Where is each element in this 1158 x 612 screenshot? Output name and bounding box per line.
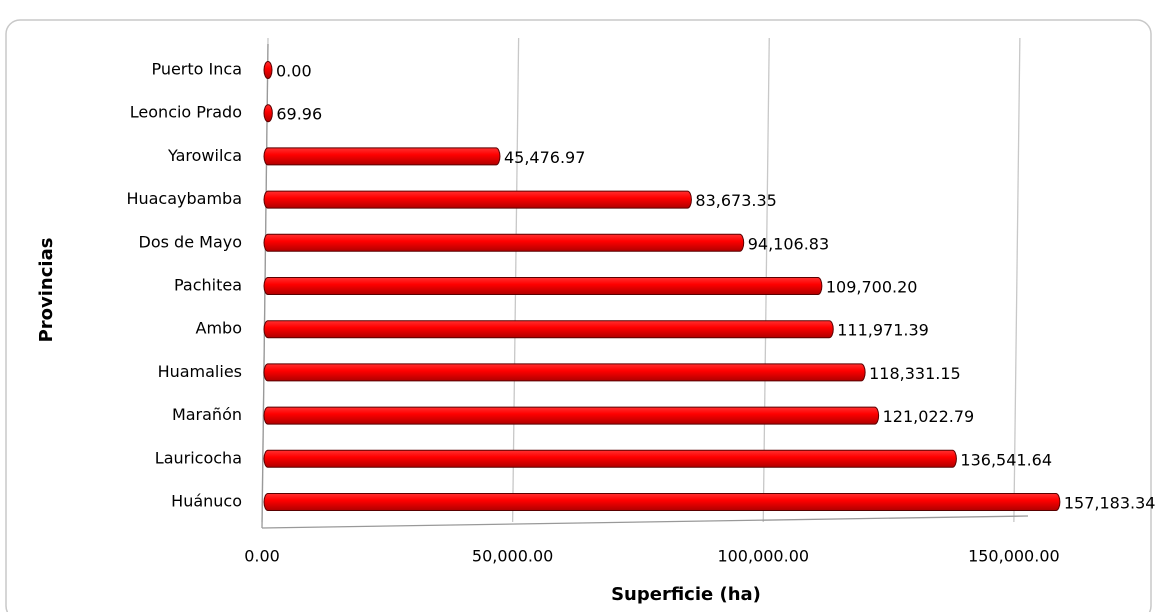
data-label: 157,183.34 <box>1064 494 1156 513</box>
bar <box>263 449 957 468</box>
y-tick-label: Yarowilca <box>167 146 242 165</box>
x-tick-label: 100,000.00 <box>717 547 809 566</box>
bar <box>263 190 692 209</box>
data-label: 0.00 <box>276 62 312 81</box>
y-tick-label: Huacaybamba <box>126 189 242 208</box>
bar <box>263 277 823 295</box>
y-tick-label: Puerto Inca <box>151 60 242 79</box>
x-tick-label: 50,000.00 <box>472 547 553 566</box>
bar <box>263 320 834 339</box>
x-tick-label: 150,000.00 <box>968 547 1060 566</box>
bar <box>263 60 273 80</box>
y-tick-label: Dos de Mayo <box>139 232 242 251</box>
bar <box>263 233 745 252</box>
bar <box>263 363 866 382</box>
x-axis-line <box>261 515 1029 529</box>
grid-line <box>1013 37 1021 523</box>
y-axis-title: Provincias <box>36 238 57 343</box>
y-tick-label: Huánuco <box>171 492 242 511</box>
bar <box>263 104 273 123</box>
data-label: 109,700.20 <box>826 278 918 297</box>
y-tick-label: Ambo <box>196 319 242 338</box>
bar <box>263 406 880 425</box>
y-tick-label: Lauricocha <box>155 448 242 467</box>
data-label: 136,541.64 <box>960 450 1052 469</box>
data-label: 121,022.79 <box>883 407 975 426</box>
data-label: 118,331.15 <box>869 364 961 383</box>
x-axis-title: Superficie (ha) <box>611 584 761 605</box>
y-tick-label: Huamalies <box>158 362 242 381</box>
y-tick-label: Pachitea <box>174 276 242 295</box>
data-label: 69.96 <box>276 105 322 124</box>
data-label: 111,971.39 <box>837 321 929 340</box>
data-label: 45,476.97 <box>504 148 585 167</box>
y-tick-label: Leoncio Prado <box>130 103 242 122</box>
bar <box>263 493 1061 511</box>
data-label: 83,673.35 <box>695 191 776 210</box>
y-tick-label: Marañón <box>172 405 242 424</box>
data-label: 94,106.83 <box>748 234 829 253</box>
bar <box>263 147 501 166</box>
x-tick-label: 0.00 <box>244 547 280 566</box>
